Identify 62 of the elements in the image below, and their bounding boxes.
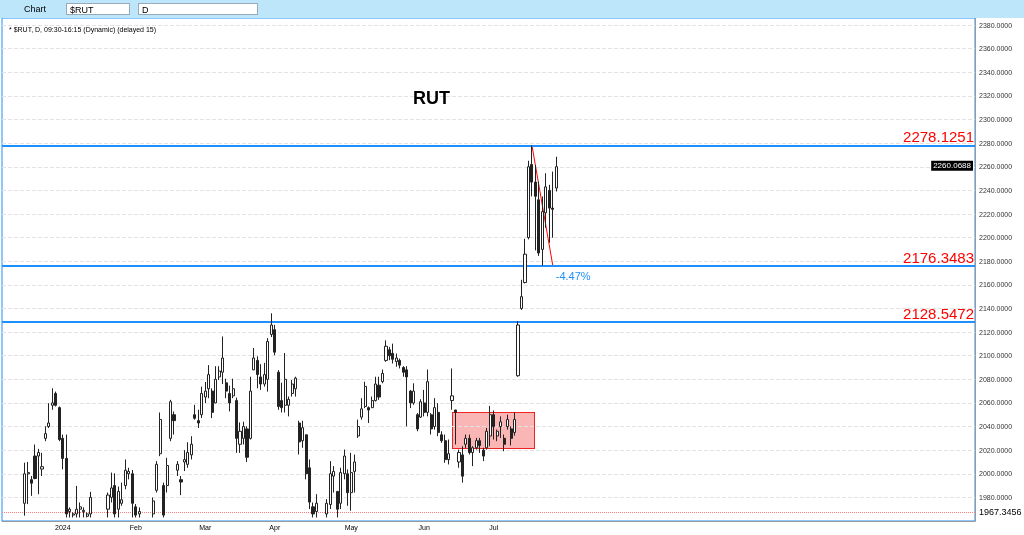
candlestick (381, 369, 384, 384)
candlestick (444, 434, 447, 464)
text: RUT (413, 88, 450, 108)
ref-line-label: 2278.1251 (903, 128, 974, 146)
candlestick (235, 397, 238, 454)
candlestick (551, 171, 554, 239)
candlestick (412, 382, 415, 406)
candlestick (350, 452, 353, 512)
candlestick (360, 397, 363, 421)
candlestick (82, 506, 85, 518)
candlestick (450, 367, 454, 411)
candlestick (489, 405, 492, 447)
candlestick (23, 462, 26, 517)
candlestick (426, 369, 429, 417)
candlestick (391, 343, 394, 364)
candlestick (454, 409, 457, 445)
candlestick (482, 447, 485, 462)
candlestick (377, 376, 381, 401)
candlestick (499, 415, 502, 439)
candlestick (315, 493, 318, 518)
candlestick (113, 472, 116, 518)
candlestick (478, 437, 481, 454)
ref-line-label: 1967.3456 (979, 507, 1022, 518)
candlestick (152, 497, 155, 518)
candlestick (75, 485, 78, 518)
candlestick (124, 458, 127, 490)
ref-line-label: 2176.3483 (903, 248, 974, 266)
candlestick (193, 404, 196, 421)
candlestick (54, 391, 57, 407)
text: $RUT (66, 3, 131, 15)
candlestick (155, 460, 158, 494)
candlestick (131, 469, 134, 518)
candlestick (357, 419, 360, 439)
annotation: -4.47% (555, 270, 591, 283)
candlestick (169, 399, 172, 442)
candlestick (277, 369, 280, 411)
candlestick (65, 434, 68, 518)
candlestick (37, 448, 40, 495)
candlestick (461, 445, 464, 484)
candlestick (447, 439, 450, 465)
candlestick (503, 434, 506, 452)
candlestick (555, 156, 558, 192)
candlestick (291, 379, 294, 398)
candlestick (384, 339, 388, 363)
candlestick (221, 335, 224, 385)
candlestick (266, 337, 269, 393)
candlestick (159, 411, 162, 457)
candlestick (284, 352, 287, 413)
candlestick (398, 358, 401, 369)
candlestick (51, 387, 54, 411)
candlestick (138, 506, 141, 518)
annotation: 2260.0688 (933, 161, 972, 171)
ref-line-label: 2128.5472 (903, 304, 974, 322)
candlestick (405, 365, 408, 427)
candlestick (89, 491, 92, 518)
text: D (138, 3, 259, 15)
candlestick (298, 420, 301, 456)
candlestick (176, 460, 179, 477)
candlestick (294, 376, 297, 398)
text: Chart (24, 4, 47, 14)
candlestick (179, 475, 183, 496)
candlestick (516, 320, 520, 378)
